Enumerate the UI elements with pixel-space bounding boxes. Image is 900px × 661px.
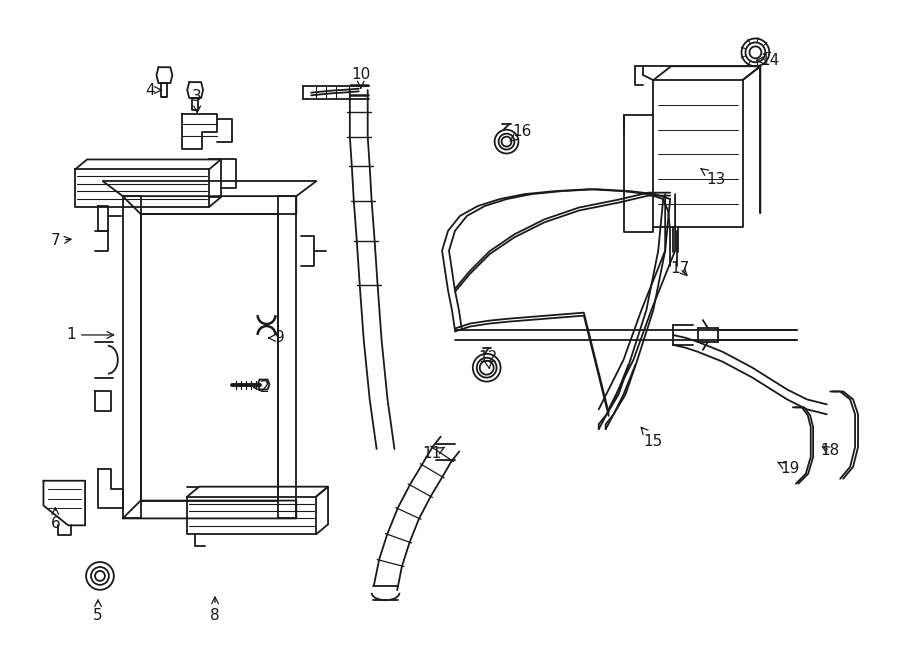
Circle shape — [472, 354, 500, 381]
Text: 17: 17 — [670, 261, 689, 276]
Circle shape — [91, 567, 109, 585]
Text: 7: 7 — [50, 233, 71, 249]
Text: 5: 5 — [94, 600, 103, 623]
Text: 6: 6 — [50, 508, 60, 531]
Text: 9: 9 — [268, 330, 284, 346]
Text: 16: 16 — [510, 124, 532, 141]
Text: 3: 3 — [193, 89, 202, 112]
Text: 11: 11 — [422, 446, 445, 461]
Text: 1: 1 — [67, 327, 113, 342]
Text: 4: 4 — [146, 83, 161, 98]
Text: 14: 14 — [757, 53, 780, 68]
Circle shape — [86, 562, 113, 590]
Text: 15: 15 — [641, 427, 663, 449]
Text: 18: 18 — [820, 444, 840, 459]
Text: 8: 8 — [211, 597, 220, 623]
Text: 2: 2 — [254, 380, 269, 395]
Text: 13: 13 — [701, 169, 725, 187]
Circle shape — [499, 134, 515, 149]
Circle shape — [477, 358, 497, 377]
Text: 12: 12 — [478, 350, 498, 369]
Circle shape — [495, 130, 518, 153]
Text: 10: 10 — [351, 67, 371, 88]
Circle shape — [745, 42, 765, 62]
Circle shape — [742, 38, 769, 66]
Text: 19: 19 — [778, 461, 800, 477]
